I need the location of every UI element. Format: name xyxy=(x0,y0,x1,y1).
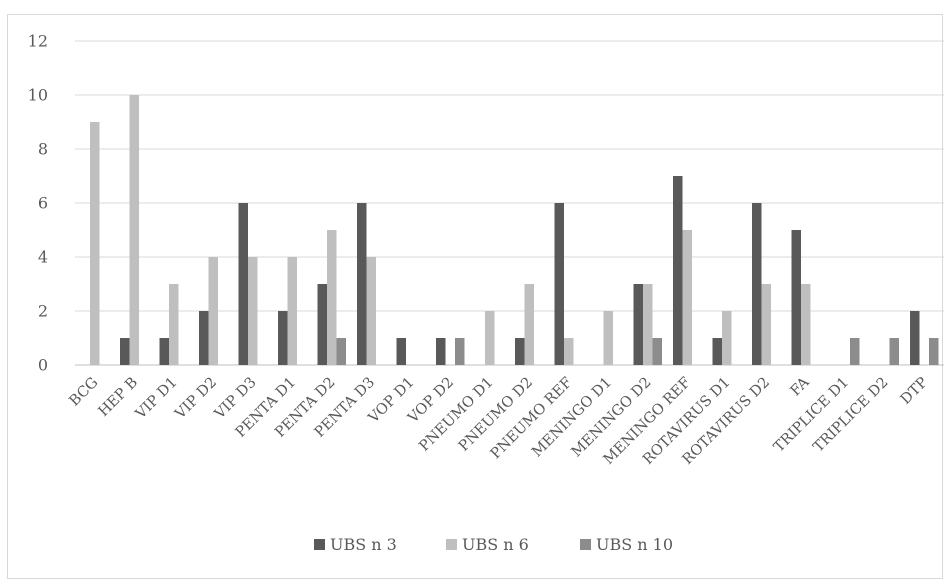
legend-swatch xyxy=(446,539,457,550)
y-tick-label: 2 xyxy=(38,302,48,321)
bar xyxy=(603,311,613,365)
bar xyxy=(633,284,643,365)
legend-swatch xyxy=(314,539,325,550)
bar xyxy=(554,203,564,365)
bar xyxy=(396,338,406,365)
bar xyxy=(652,338,662,365)
bar xyxy=(287,257,297,365)
y-tick-label: 6 xyxy=(38,194,48,213)
bar xyxy=(791,230,801,365)
legend-label: UBS n 10 xyxy=(596,535,673,554)
bar xyxy=(436,338,446,365)
bar xyxy=(159,338,169,365)
legend-label: UBS n 3 xyxy=(330,535,397,554)
chart-frame xyxy=(7,14,943,579)
x-tick-label: BCG xyxy=(66,375,101,410)
bar xyxy=(336,338,346,365)
legend-label: UBS n 6 xyxy=(462,535,529,554)
bar xyxy=(515,338,525,365)
bar xyxy=(120,338,130,365)
bar xyxy=(524,284,534,365)
bar xyxy=(673,176,683,365)
bar xyxy=(929,338,939,365)
legend-swatch xyxy=(580,539,591,550)
bar xyxy=(208,257,218,365)
bar xyxy=(682,230,692,365)
x-tick-label: VIP D2 xyxy=(172,375,220,423)
bar xyxy=(366,257,376,365)
y-tick-label: 8 xyxy=(38,140,48,159)
y-tick-label: 12 xyxy=(28,32,48,51)
bar xyxy=(129,95,139,365)
bar xyxy=(722,311,732,365)
bar xyxy=(564,338,574,365)
y-tick-label: 10 xyxy=(28,86,48,105)
bar xyxy=(199,311,209,365)
x-tick-label: DTP xyxy=(898,374,931,407)
y-tick-label: 0 xyxy=(38,356,48,375)
bar xyxy=(752,203,762,365)
bar xyxy=(850,338,860,365)
bar xyxy=(712,338,722,365)
y-tick-label: 4 xyxy=(38,248,48,267)
bar xyxy=(801,284,811,365)
bar xyxy=(889,338,899,365)
bar xyxy=(238,203,248,365)
bar xyxy=(90,122,100,365)
bar xyxy=(485,311,495,365)
bar xyxy=(761,284,771,365)
bar xyxy=(317,284,327,365)
bar xyxy=(278,311,288,365)
bar xyxy=(248,257,258,365)
bar xyxy=(357,203,367,365)
x-tick-label: VIP D1 xyxy=(132,375,180,423)
bar xyxy=(910,311,920,365)
bar xyxy=(455,338,465,365)
bar xyxy=(643,284,653,365)
bar xyxy=(169,284,179,365)
bar xyxy=(327,230,337,365)
x-tick-label: FA xyxy=(788,374,813,399)
